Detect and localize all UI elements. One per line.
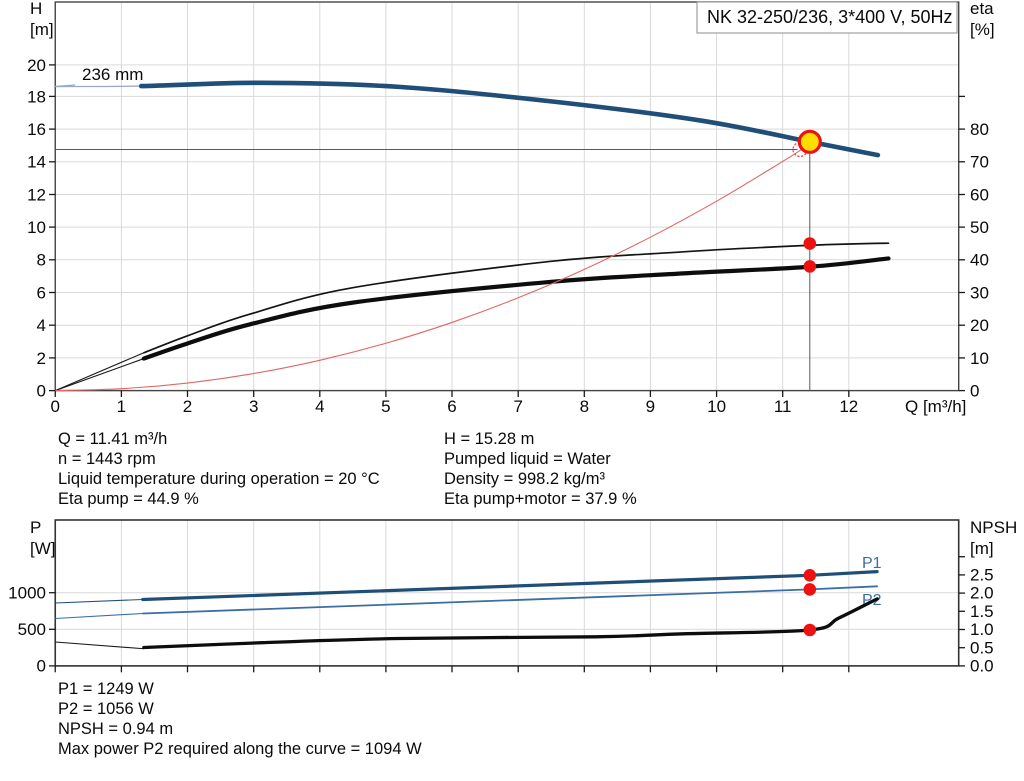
svg-text:NK 32-250/236, 3*400 V, 50Hz: NK 32-250/236, 3*400 V, 50Hz xyxy=(707,7,953,27)
svg-text:Max power P2 required along th: Max power P2 required along the curve = … xyxy=(58,740,422,758)
svg-text:7: 7 xyxy=(513,397,522,416)
svg-text:Pumped liquid = Water: Pumped liquid = Water xyxy=(444,450,611,468)
svg-text:1.5: 1.5 xyxy=(970,602,994,621)
svg-text:2.5: 2.5 xyxy=(970,566,994,585)
svg-text:18: 18 xyxy=(27,87,46,106)
svg-text:0.0: 0.0 xyxy=(970,657,994,676)
svg-text:11: 11 xyxy=(774,397,792,416)
svg-text:Eta pump = 44.9 %: Eta pump = 44.9 % xyxy=(58,490,199,508)
svg-text:8: 8 xyxy=(37,251,46,270)
svg-text:12: 12 xyxy=(27,185,46,204)
svg-text:3: 3 xyxy=(249,397,258,416)
svg-text:16: 16 xyxy=(27,120,46,139)
svg-text:12: 12 xyxy=(839,397,858,416)
svg-text:[m]: [m] xyxy=(970,539,994,558)
svg-text:40: 40 xyxy=(970,251,989,270)
svg-text:80: 80 xyxy=(970,120,989,139)
svg-text:20: 20 xyxy=(27,56,46,75)
svg-text:4: 4 xyxy=(37,316,46,335)
svg-text:n = 1443 rpm: n = 1443 rpm xyxy=(58,450,156,468)
svg-text:[W]: [W] xyxy=(30,539,56,558)
svg-text:10: 10 xyxy=(27,218,46,237)
svg-text:P1: P1 xyxy=(862,555,882,572)
svg-text:Q = 11.41 m³/h: Q = 11.41 m³/h xyxy=(58,430,167,448)
svg-text:2: 2 xyxy=(183,397,192,416)
svg-text:P2 = 1056 W: P2 = 1056 W xyxy=(58,700,154,718)
svg-text:6: 6 xyxy=(37,283,46,302)
svg-text:0: 0 xyxy=(51,397,60,416)
svg-text:NPSH: NPSH xyxy=(970,518,1017,537)
svg-text:14: 14 xyxy=(27,153,46,172)
svg-text:H = 15.28 m: H = 15.28 m xyxy=(444,430,534,448)
svg-text:9: 9 xyxy=(646,397,655,416)
svg-text:70: 70 xyxy=(970,153,989,172)
svg-text:NPSH = 0.94 m: NPSH = 0.94 m xyxy=(58,720,173,738)
svg-text:30: 30 xyxy=(970,283,989,302)
svg-text:0: 0 xyxy=(970,382,979,401)
svg-text:Q [m³/h]: Q [m³/h] xyxy=(905,397,966,416)
svg-text:8: 8 xyxy=(580,397,589,416)
svg-text:236 mm: 236 mm xyxy=(82,65,143,84)
svg-text:500: 500 xyxy=(18,620,46,639)
svg-text:60: 60 xyxy=(970,185,989,204)
svg-text:4: 4 xyxy=(315,397,324,416)
svg-text:5: 5 xyxy=(381,397,390,416)
svg-text:eta: eta xyxy=(970,0,994,18)
svg-text:1.0: 1.0 xyxy=(970,620,994,639)
svg-text:1: 1 xyxy=(117,397,126,416)
svg-text:20: 20 xyxy=(970,316,989,335)
svg-text:6: 6 xyxy=(447,397,456,416)
svg-text:[m]: [m] xyxy=(30,20,54,39)
svg-text:0: 0 xyxy=(37,657,46,676)
svg-text:10: 10 xyxy=(970,349,989,368)
svg-text:Density = 998.2 kg/m³: Density = 998.2 kg/m³ xyxy=(444,470,605,488)
svg-text:50: 50 xyxy=(970,218,989,237)
svg-text:10: 10 xyxy=(707,397,726,416)
svg-text:P1 = 1249 W: P1 = 1249 W xyxy=(58,680,154,698)
svg-text:[%]: [%] xyxy=(970,20,995,39)
svg-text:2: 2 xyxy=(37,349,46,368)
svg-text:P: P xyxy=(30,518,41,537)
svg-text:0.5: 0.5 xyxy=(970,638,994,657)
svg-text:Eta pump+motor = 37.9 %: Eta pump+motor = 37.9 % xyxy=(444,490,637,508)
svg-text:0: 0 xyxy=(37,382,46,401)
svg-text:Liquid temperature during oper: Liquid temperature during operation = 20… xyxy=(58,470,380,488)
svg-text:H: H xyxy=(30,0,42,18)
svg-text:2.0: 2.0 xyxy=(970,584,994,603)
svg-text:1000: 1000 xyxy=(8,583,46,602)
